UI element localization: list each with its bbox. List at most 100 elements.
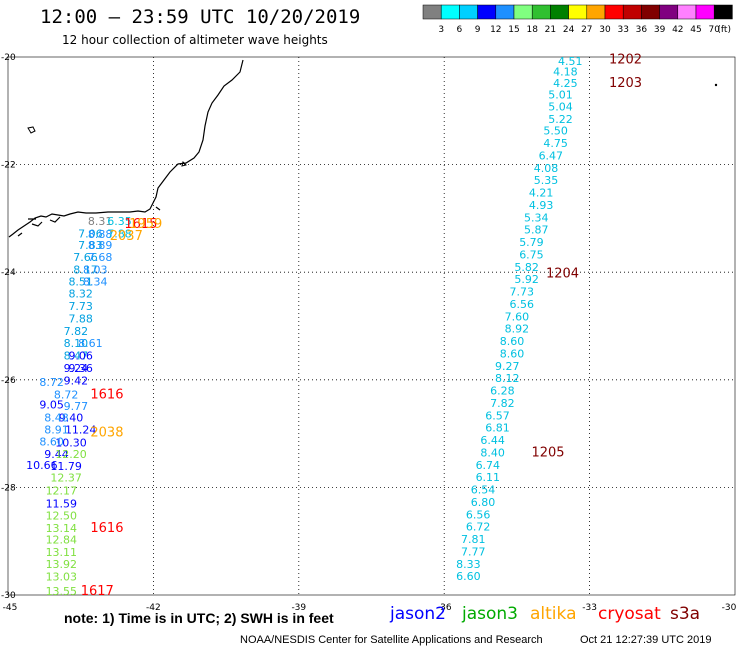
swh-data-point: 9.24 <box>64 362 89 375</box>
swh-data-point: 5.50 <box>543 125 568 138</box>
swh-data-point: 6.74 <box>476 459 501 472</box>
swh-data-point: 6.56 <box>466 508 491 521</box>
swh-data-point: 7.60 <box>505 310 530 323</box>
island-dot <box>714 83 718 87</box>
swh-data-point: 7.73 <box>68 300 93 313</box>
y-tick-label: -24 <box>1 268 16 278</box>
swh-data-point: 9.77 <box>64 400 89 413</box>
coastline <box>8 59 718 238</box>
colorbar-swatch <box>550 4 569 20</box>
swh-data-point: 4.21 <box>529 187 554 200</box>
swh-data-point: 6.44 <box>480 434 505 447</box>
swh-data-point: 9.36 <box>68 362 93 375</box>
swh-data-point: 7.68 <box>88 251 113 264</box>
colorbar-swatch <box>659 4 679 20</box>
pass-time-label: 1205 <box>531 445 564 460</box>
swh-data-point: 7.81 <box>461 533 486 546</box>
colorbar-swatch <box>713 4 733 20</box>
colorbar-label: 27 <box>581 25 592 35</box>
swh-data-point: 5.22 <box>548 113 573 126</box>
swh-data-point: 8.61 <box>78 337 103 350</box>
swh-data-point: 13.55 <box>46 585 78 598</box>
swh-data-point: 7.82 <box>64 325 89 338</box>
colorbar-swatch <box>568 4 588 20</box>
data-labels: 4.514.184.255.015.045.225.504.756.474.08… <box>26 55 582 598</box>
colorbar-swatch <box>641 4 660 20</box>
pass-time-label: 2037 <box>110 229 143 244</box>
swh-data-point: 6.56 <box>509 298 534 311</box>
colorbar-label: 39 <box>654 25 666 35</box>
x-tick-label: -30 <box>722 603 737 613</box>
swh-data-point: 8.32 <box>68 288 93 301</box>
footer-timestamp: Oct 21 12:27:39 UTC 2019 <box>580 634 712 646</box>
colorbar-unit: (ft) <box>717 25 731 35</box>
swh-data-point: 8.89 <box>88 239 113 252</box>
swh-data-point: 11.24 <box>65 423 97 436</box>
swh-data-point: 9.40 <box>59 411 84 424</box>
swh-data-point: 5.92 <box>514 273 539 286</box>
swh-data-point: 8.60 <box>39 436 64 449</box>
swh-data-point: 6.57 <box>485 409 510 422</box>
colorbar-label: 18 <box>526 25 538 35</box>
swh-data-point: 7.06 <box>78 227 103 240</box>
swh-data-point: 4.75 <box>543 137 568 150</box>
legend-entry-s3a: s3a <box>670 604 701 624</box>
swh-data-point: 12.37 <box>50 472 82 485</box>
swh-data-point: 9.27 <box>495 360 520 373</box>
swh-data-point: 8.60 <box>500 335 525 348</box>
swh-data-point: 8.60 <box>500 347 525 360</box>
swh-data-point: 7.73 <box>509 286 534 299</box>
colorbar-label: 12 <box>490 25 501 35</box>
swh-data-point: 7.66 <box>73 251 98 264</box>
swh-data-point: 8.47 <box>64 350 89 363</box>
swh-data-point: 9.42 <box>64 374 89 387</box>
y-tick-label: -28 <box>1 483 16 493</box>
colorbar-swatch <box>422 4 442 20</box>
swh-data-point: 13.14 <box>46 522 78 535</box>
swh-data-point: 12.17 <box>46 485 78 498</box>
swh-data-point: 4.25 <box>553 77 578 90</box>
swh-data-point: 9.05 <box>39 399 64 412</box>
y-tick-label: -30 <box>1 591 16 601</box>
colorbar-swatch <box>495 4 515 20</box>
swh-data-point: 8.34 <box>83 275 108 288</box>
pass-time-label: 1202 <box>609 53 642 68</box>
colorbar-label: 36 <box>636 25 648 35</box>
swh-data-point: 8.72 <box>54 388 79 401</box>
legend-entry-jason3: jason3 <box>462 604 518 624</box>
colorbar-label: 42 <box>672 25 683 35</box>
swh-data-point: 8.10 <box>64 337 89 350</box>
colorbar-swatch <box>622 4 642 20</box>
swh-data-point: 4.08 <box>534 162 559 175</box>
pass-time-label: 1617 <box>81 584 114 599</box>
plot-frame <box>7 56 736 596</box>
colorbar-swatch <box>531 4 551 20</box>
colorbar-label: 3 <box>438 25 444 35</box>
swh-data-point: 6.72 <box>466 521 491 534</box>
swh-data-point: 8.17 <box>73 264 98 277</box>
colorbar-label: 21 <box>545 25 556 35</box>
swh-data-point: 8.91 <box>44 423 69 436</box>
x-tick-label: -42 <box>146 603 161 613</box>
y-tick-label: -22 <box>1 161 16 171</box>
swh-data-point: 6.28 <box>490 385 515 398</box>
swh-data-point: 8.33 <box>456 558 481 571</box>
grid <box>7 56 736 596</box>
swh-data-point: 6.60 <box>456 570 481 583</box>
swh-data-point: 5.04 <box>548 100 573 113</box>
swh-data-point: 5.01 <box>548 89 573 102</box>
colorbar-label: 6 <box>457 25 463 35</box>
swh-data-point: 6.75 <box>519 248 544 261</box>
colorbar: 3 6 9 12 15 18 21 24 27 30 33 36 39 42 45 70(ft) <box>422 4 733 35</box>
swh-data-point: 8.48 <box>44 411 69 424</box>
pass-time-label: 1615 <box>124 217 157 232</box>
footer-credit: NOAA/NESDIS Center for Satellite Applica… <box>240 634 543 646</box>
swh-data-point: 7.83 <box>78 239 103 252</box>
coastline-path <box>8 59 244 238</box>
swh-data-point: 8.51 <box>68 275 93 288</box>
swh-data-point: 5.35 <box>534 174 559 187</box>
chart-title: 12:00 – 23:59 UTC 10/20/2019 <box>40 6 361 28</box>
swh-data-point: 7.82 <box>490 397 515 410</box>
swh-data-point: 8.03 <box>83 264 108 277</box>
colorbar-label: 9 <box>475 25 481 35</box>
